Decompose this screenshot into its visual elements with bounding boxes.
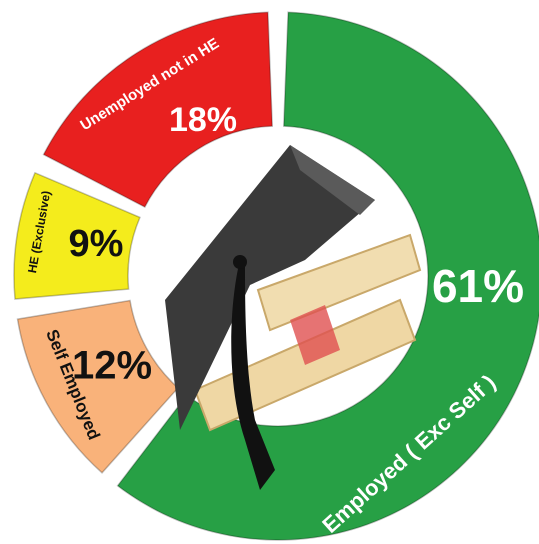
graduation-cap bbox=[165, 145, 422, 490]
cap-board bbox=[165, 145, 375, 430]
slice bbox=[16, 299, 180, 474]
slice bbox=[42, 11, 274, 208]
value-label: 12% bbox=[72, 344, 152, 388]
ribbon bbox=[290, 305, 340, 365]
tassel bbox=[231, 260, 275, 490]
value-label: 18% bbox=[169, 101, 237, 139]
scroll bbox=[256, 233, 422, 332]
value-label: 9% bbox=[69, 223, 124, 265]
slices bbox=[13, 11, 539, 541]
cap-edge bbox=[290, 145, 375, 215]
slice bbox=[13, 171, 141, 300]
slice bbox=[116, 11, 539, 541]
tassel-knot bbox=[233, 255, 247, 269]
value-label: 61% bbox=[432, 260, 524, 312]
